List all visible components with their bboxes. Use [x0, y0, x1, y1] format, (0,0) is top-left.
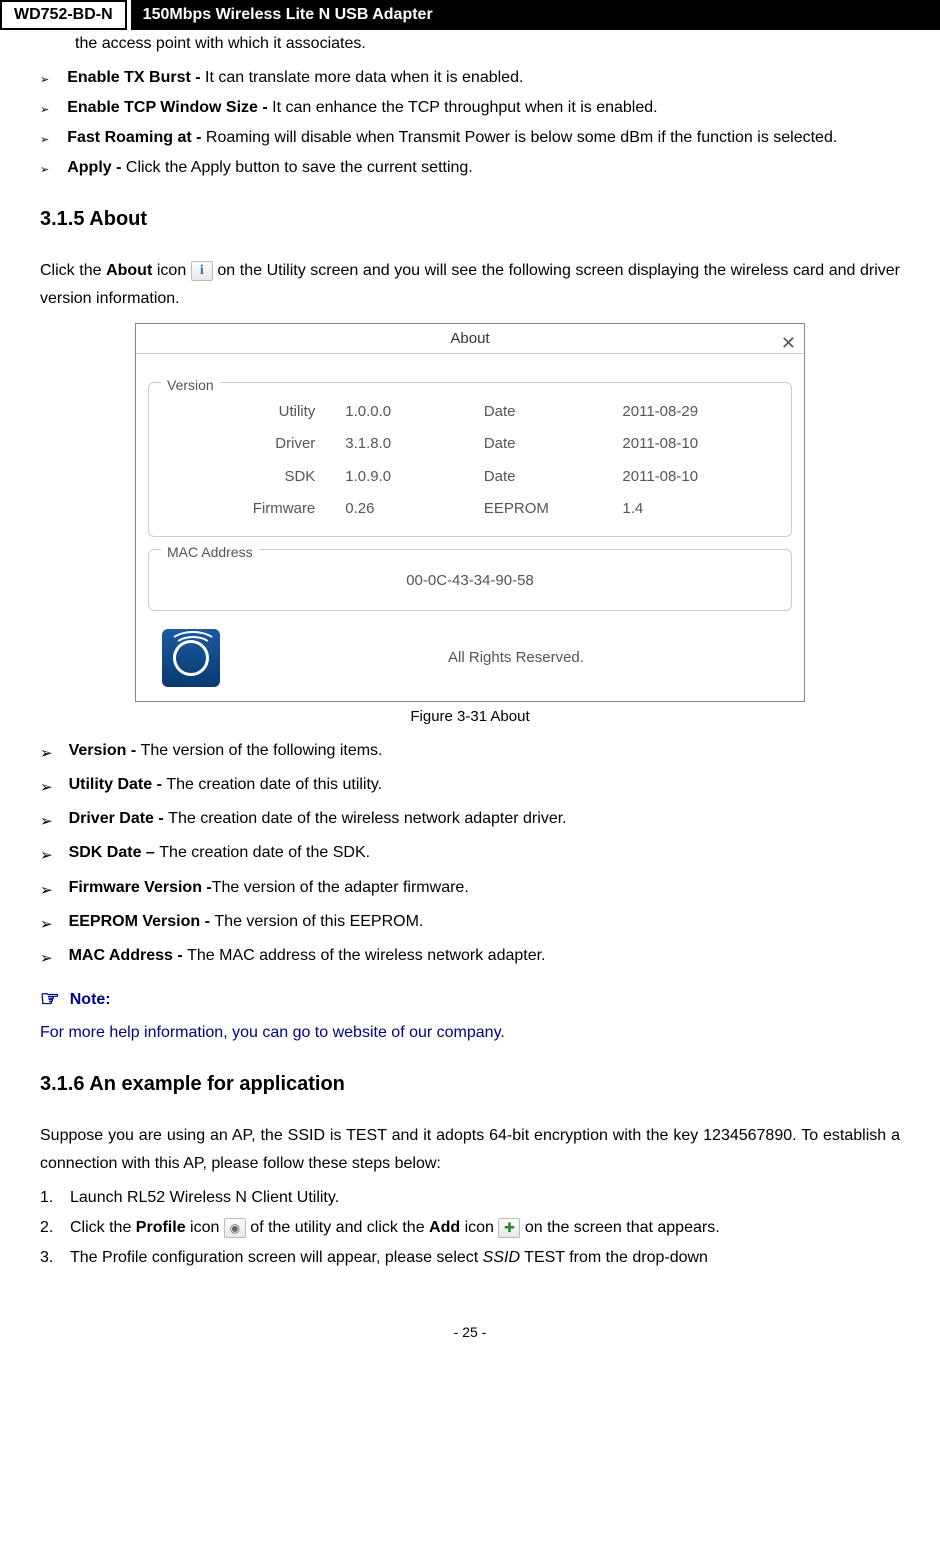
bullet-item: ➢ Enable TCP Window Size - It can enhanc… [40, 94, 900, 122]
mac-fieldset: MAC Address 00-0C-43-34-90-58 [148, 549, 792, 611]
bullet-item: ➢ Fast Roaming at - Roaming will disable… [40, 124, 900, 152]
chevron-icon: ➢ [40, 809, 53, 835]
chevron-icon: ➢ [40, 878, 53, 904]
label-driver: Driver [179, 431, 345, 457]
version-fieldset: Version Utility 1.0.0.0 Date 2011-08-29 … [148, 382, 792, 537]
section-heading-about: 3.1.5 About [40, 202, 900, 237]
value-firmware: 0.26 [345, 496, 484, 522]
label-eeprom: EEPROM [484, 496, 623, 522]
mac-address: 00-0C-43-34-90-58 [159, 562, 781, 600]
chevron-icon: ➢ [40, 741, 53, 767]
profile-icon [224, 1218, 246, 1238]
add-icon [498, 1218, 520, 1238]
bullet-list-top: ➢ Enable TX Burst - It can translate mor… [40, 64, 900, 182]
value-sdk: 1.0.9.0 [345, 464, 484, 490]
chevron-icon: ➢ [40, 843, 53, 869]
value-date: 2011-08-10 [622, 431, 761, 457]
bullet-item: ➢Firmware Version -The version of the ad… [40, 874, 900, 904]
note-heading: ☞ Note: [40, 980, 900, 1019]
bullet-item: ➢SDK Date – The creation date of the SDK… [40, 839, 900, 869]
about-intro: Click the About icon on the Utility scre… [40, 257, 900, 313]
chevron-icon: ➢ [40, 946, 53, 972]
about-dialog: About ✕ Version Utility 1.0.0.0 Date 201… [135, 323, 805, 702]
model-number: WD752-BD-N [0, 0, 127, 30]
note-text: For more help information, you can go to… [40, 1019, 900, 1047]
bullet-item: ➢Driver Date - The creation date of the … [40, 805, 900, 835]
label-date: Date [484, 399, 623, 425]
rights-text: All Rights Reserved. [250, 645, 782, 671]
chevron-icon: ➢ [40, 161, 49, 182]
example-intro: Suppose you are using an AP, the SSID is… [40, 1122, 900, 1178]
value-date: 2011-08-10 [622, 464, 761, 490]
bullet-item: ➢EEPROM Version - The version of this EE… [40, 908, 900, 938]
version-legend: Version [161, 373, 220, 398]
close-icon[interactable]: ✕ [781, 328, 796, 358]
step-3: 3. The Profile configuration screen will… [40, 1244, 900, 1272]
info-icon [191, 261, 213, 281]
value-eeprom: 1.4 [622, 496, 761, 522]
note-label: Note: [70, 986, 111, 1014]
label-firmware: Firmware [179, 496, 345, 522]
chevron-icon: ➢ [40, 101, 49, 122]
bullet-item: ➢MAC Address - The MAC address of the wi… [40, 942, 900, 972]
chevron-icon: ➢ [40, 71, 49, 92]
value-date: 2011-08-29 [622, 399, 761, 425]
page-number: - 25 - [0, 1324, 940, 1340]
bullet-item: ➢ Enable TX Burst - It can translate mor… [40, 64, 900, 92]
paragraph-continuation: the access point with which it associate… [40, 30, 900, 58]
document-title: 150Mbps Wireless Lite N USB Adapter [131, 0, 940, 30]
step-1: 1.Launch RL52 Wireless N Client Utility. [40, 1184, 900, 1212]
document-header: WD752-BD-N 150Mbps Wireless Lite N USB A… [0, 0, 940, 30]
figure-caption: Figure 3-31 About [40, 704, 900, 730]
chevron-icon: ➢ [40, 775, 53, 801]
step-2: 2. Click the Profile icon of the utility… [40, 1214, 900, 1242]
chevron-icon: ➢ [40, 131, 49, 152]
dialog-titlebar: About ✕ [136, 324, 804, 354]
brand-logo [162, 629, 220, 687]
bullet-list-about: ➢Version - The version of the following … [40, 737, 900, 973]
bullet-item: ➢Version - The version of the following … [40, 737, 900, 767]
value-driver: 3.1.8.0 [345, 431, 484, 457]
label-sdk: SDK [179, 464, 345, 490]
label-utility: Utility [179, 399, 345, 425]
bullet-item: ➢ Apply - Click the Apply button to save… [40, 154, 900, 182]
chevron-icon: ➢ [40, 912, 53, 938]
section-heading-example: 3.1.6 An example for application [40, 1067, 900, 1102]
bullet-item: ➢Utility Date - The creation date of thi… [40, 771, 900, 801]
version-grid: Utility 1.0.0.0 Date 2011-08-29 Driver 3… [159, 395, 781, 526]
value-utility: 1.0.0.0 [345, 399, 484, 425]
label-date: Date [484, 431, 623, 457]
pointing-hand-icon: ☞ [40, 980, 60, 1019]
dialog-title: About [450, 330, 489, 347]
label-date: Date [484, 464, 623, 490]
mac-legend: MAC Address [161, 540, 259, 565]
